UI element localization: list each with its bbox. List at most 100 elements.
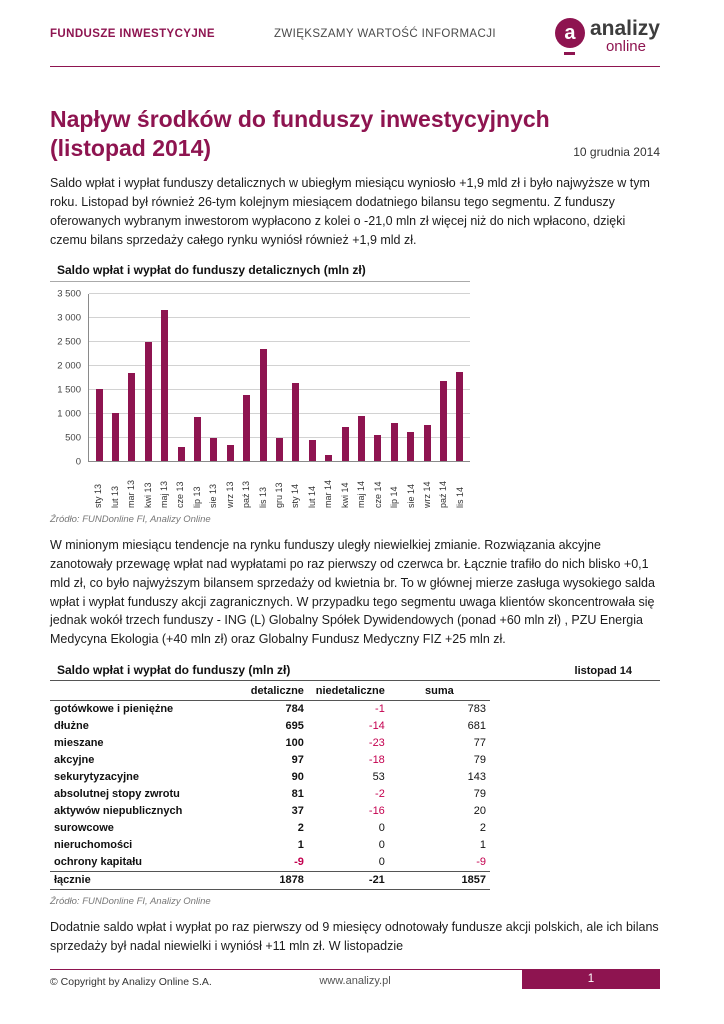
bar [259,348,267,462]
table-row: nieruchomości 1 0 1 [50,837,490,854]
x-label-cell: mar 14 [320,466,336,508]
x-label-cell: lis 13 [254,466,270,508]
row-label: gotówkowe i pieniężne [54,703,174,716]
x-label-cell: kwi 13 [139,466,155,509]
cell-value: -18 [368,754,385,767]
bar-cell [370,294,386,462]
x-tick-label: paź 13 [241,481,252,509]
publication-date: 10 grudnia 2014 [573,145,660,160]
y-tick-label: 1 500 [57,384,81,396]
gridline [89,388,470,390]
col-suma: suma [388,681,490,701]
cell-value: -23 [368,737,385,750]
x-tick-label: wrz 14 [421,481,432,509]
y-tick-label: 0 [75,456,81,468]
page-header: FUNDUSZE INWESTYCYJNE ZWIĘKSZAMY WARTOŚĆ… [50,0,660,67]
bar-cell [271,294,287,462]
chart: Saldo wpłat i wypłat do funduszy detalic… [50,263,470,525]
cell-value: 100 [285,737,304,750]
slogan: ZWIĘKSZAMY WARTOŚĆ INFORMACJI [273,28,496,40]
cell-value: 1 [297,839,304,852]
x-tick-label: lip 13 [191,486,202,509]
y-tick-label: 2 000 [57,360,81,372]
gridline [89,364,470,366]
x-tick-label: maj 14 [356,481,367,509]
cell-value: -1 [375,703,385,716]
y-axis: 0 500 1 000 1 500 2 000 2 500 3 000 3 500 [50,289,88,468]
col-niedetaliczne: niedetaliczne [307,681,389,701]
page-title-line2: (listopad 2014) [50,134,212,161]
x-tick-label: lis 14 [454,487,465,509]
bar [275,437,283,462]
bar-cell [140,294,156,462]
cell-value: -9 [476,856,486,869]
x-tick-label: mar 14 [323,480,334,509]
cell-value: 783 [467,703,486,716]
x-label-cell: paź 13 [238,466,254,508]
bar [112,413,120,462]
x-label-cell: lip 13 [189,466,205,509]
x-tick-label: sty 14 [290,484,301,509]
copyright: © Copyright by Analizy Online S.A. [50,976,212,988]
row-label: łącznie [50,870,227,890]
row-label: mieszane [54,737,104,750]
table-title: Saldo wpłat i wypłat do funduszy (mln zł… [57,662,291,677]
cell-value: 784 [285,703,304,716]
bar-cell [353,294,369,462]
bar-cell [337,294,353,462]
gridline [89,293,470,295]
table-total-row: łącznie 1878 -21 1857 [50,870,490,890]
bar [144,342,152,462]
cell-value: 2 [479,822,486,835]
x-tick-label: cze 13 [175,481,186,509]
bar [357,415,365,462]
table-title-row: Saldo wpłat i wypłat do funduszy (mln zł… [50,663,660,681]
chart-title: Saldo wpłat i wypłat do funduszy detalic… [50,263,470,283]
logo-circle-icon: a [554,18,585,48]
bar [390,422,398,462]
x-label-cell: lut 13 [106,466,122,508]
cell-value: 37 [291,805,304,818]
title-block: Napływ środków do funduszy inwestycyjnyc… [50,105,660,164]
cell-value: 0 [378,856,385,869]
row-label: nieruchomości [54,839,133,852]
logo-suffix: online [605,38,646,55]
col-detaliczne: detaliczne [227,681,308,701]
website-url: www.analizy.pl [319,975,391,987]
cell-value: -16 [368,805,385,818]
x-tick-label: kwi 14 [339,482,350,509]
x-label-cell: cze 14 [369,466,385,509]
bar-cell [288,294,304,462]
analysis-paragraph: W minionym miesiącu tendencje na rynku f… [50,538,655,647]
cell-value: 79 [473,754,486,767]
chart-body: 0 500 1 000 1 500 2 000 2 500 3 000 3 500 [50,289,470,468]
cell-value: 0 [378,822,385,835]
page-footer: © Copyright by Analizy Online S.A. www.a… [50,969,660,990]
bar [194,416,202,462]
table-row: mieszane 100 -23 77 [50,735,490,752]
bar [423,425,431,462]
cell-value: 53 [372,771,385,784]
bar-cell [386,294,402,462]
cell-value: -21 [307,870,389,890]
bar-cell [107,294,123,462]
bar-cell [239,294,255,462]
cell-value: 77 [473,737,486,750]
y-tick-label: 1 000 [57,408,81,420]
bar-cell [189,294,205,462]
x-tick-label: sie 13 [208,484,219,509]
x-tick-label: wrz 13 [224,481,235,509]
bar [325,454,333,462]
table-row: surowcowe 2 0 2 [50,820,490,837]
bar-cell [452,294,468,462]
bar-cell [157,294,173,462]
x-tick-label: lis 13 [257,487,268,509]
logo-name: analizy [589,17,660,40]
x-tick-label: lut 14 [306,486,317,509]
cell-value: -9 [294,856,304,869]
cell-value: -14 [368,720,385,733]
cell-value: 695 [285,720,304,733]
x-tick-label: paź 14 [438,481,449,509]
x-label-cell: cze 13 [172,466,188,509]
x-label-cell: mar 13 [123,466,139,508]
